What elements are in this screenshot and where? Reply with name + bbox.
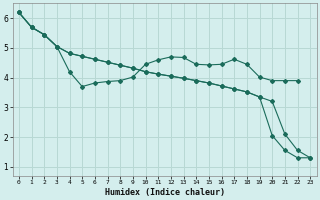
X-axis label: Humidex (Indice chaleur): Humidex (Indice chaleur)	[105, 188, 225, 197]
